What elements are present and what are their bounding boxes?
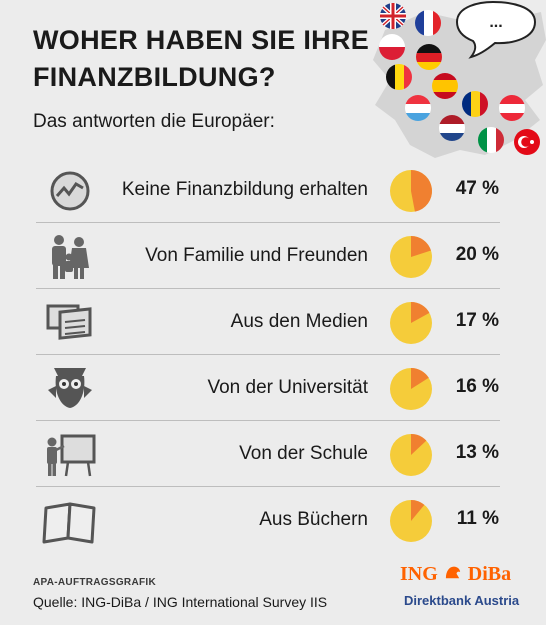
category-label: Keine Finanzbildung erhalten: [121, 179, 368, 200]
belgium-flag-icon: [386, 64, 412, 90]
luxembourg-flag-icon: [405, 95, 431, 121]
category-label: Aus Büchern: [259, 509, 368, 530]
row-divider: [36, 288, 500, 289]
family-icon: [52, 235, 89, 279]
data-label: 20 %: [455, 244, 499, 265]
italy-flag-icon: [478, 127, 504, 153]
logo-tagline: Direktbank Austria: [404, 593, 520, 608]
uk-flag-icon: [380, 3, 406, 29]
data-label: 11 %: [456, 508, 499, 529]
teacher-board-icon: [47, 434, 96, 477]
turkey-flag-icon: [514, 129, 540, 155]
speech-bubble-text: ...: [489, 14, 502, 31]
credit-label: APA-AUFTRAGSGRAFIK: [33, 577, 156, 588]
pie-chart: [390, 236, 432, 278]
pie-chart: [390, 170, 432, 212]
pie-chart: [390, 500, 432, 542]
logo-name-left: ING: [400, 563, 438, 585]
chart-row: Aus Büchern 11 %: [0, 487, 546, 553]
poland-flag-icon: [379, 34, 405, 60]
chart-row: Aus den Medien 17 %: [0, 289, 546, 355]
chart-row: Von Familie und Freunden 20 %: [0, 223, 546, 289]
spain-flag-icon: [432, 73, 458, 99]
media-icon: [46, 304, 92, 340]
owl-graduate-icon: [48, 368, 92, 408]
romania-flag-icon: [462, 91, 488, 117]
pie-slice: [411, 434, 427, 455]
row-divider: [36, 354, 500, 355]
data-label: 13 %: [455, 442, 499, 463]
data-label: 16 %: [455, 376, 499, 397]
pie-chart: [390, 434, 432, 476]
row-divider: [36, 486, 500, 487]
row-divider: [36, 222, 500, 223]
pie-chart: [390, 302, 432, 344]
germany-flag-icon: [416, 44, 442, 70]
speech-bubble: ...: [455, 0, 537, 59]
pie-slice: [411, 170, 432, 212]
category-label: Von der Universität: [207, 377, 368, 398]
pie-slice: [411, 302, 430, 323]
data-label: 17 %: [455, 310, 499, 331]
logo-name: ING DiBa: [400, 563, 511, 586]
category-label: Von der Schule: [239, 443, 368, 464]
ing-diba-logo: ING DiBa Direktbank Austria: [384, 560, 534, 610]
chart-row: Keine Finanzbildung erhalten 47 %: [0, 157, 546, 223]
lion-icon: [445, 566, 460, 579]
row-divider: [36, 420, 500, 421]
france-flag-icon: [415, 10, 441, 36]
chart-title: WOHER HABEN SIE IHRE FINANZBILDUNG?: [33, 25, 370, 92]
pie-slice: [411, 236, 431, 257]
data-label: 47 %: [455, 178, 499, 199]
chart-row: Von der Schule 13 %: [0, 421, 546, 487]
europe-flags-map: ...: [373, 0, 546, 158]
netherlands-flag-icon: [439, 115, 465, 141]
chart-subtitle: Das antworten die Europäer:: [33, 111, 275, 132]
pie-slice: [411, 368, 429, 389]
category-label: Von Familie und Freunden: [145, 245, 368, 266]
chart-row: Von der Universität 16 %: [0, 355, 546, 421]
chart-trend-icon: [50, 171, 90, 211]
pie-chart: [390, 368, 432, 410]
pie-slice: [411, 500, 425, 521]
austria-flag-icon: [499, 95, 525, 121]
book-icon: [42, 502, 96, 544]
category-label: Aus den Medien: [230, 311, 368, 332]
logo-name-right: DiBa: [467, 563, 512, 585]
source-label: Quelle: ING-DiBa / ING International Sur…: [33, 594, 328, 610]
